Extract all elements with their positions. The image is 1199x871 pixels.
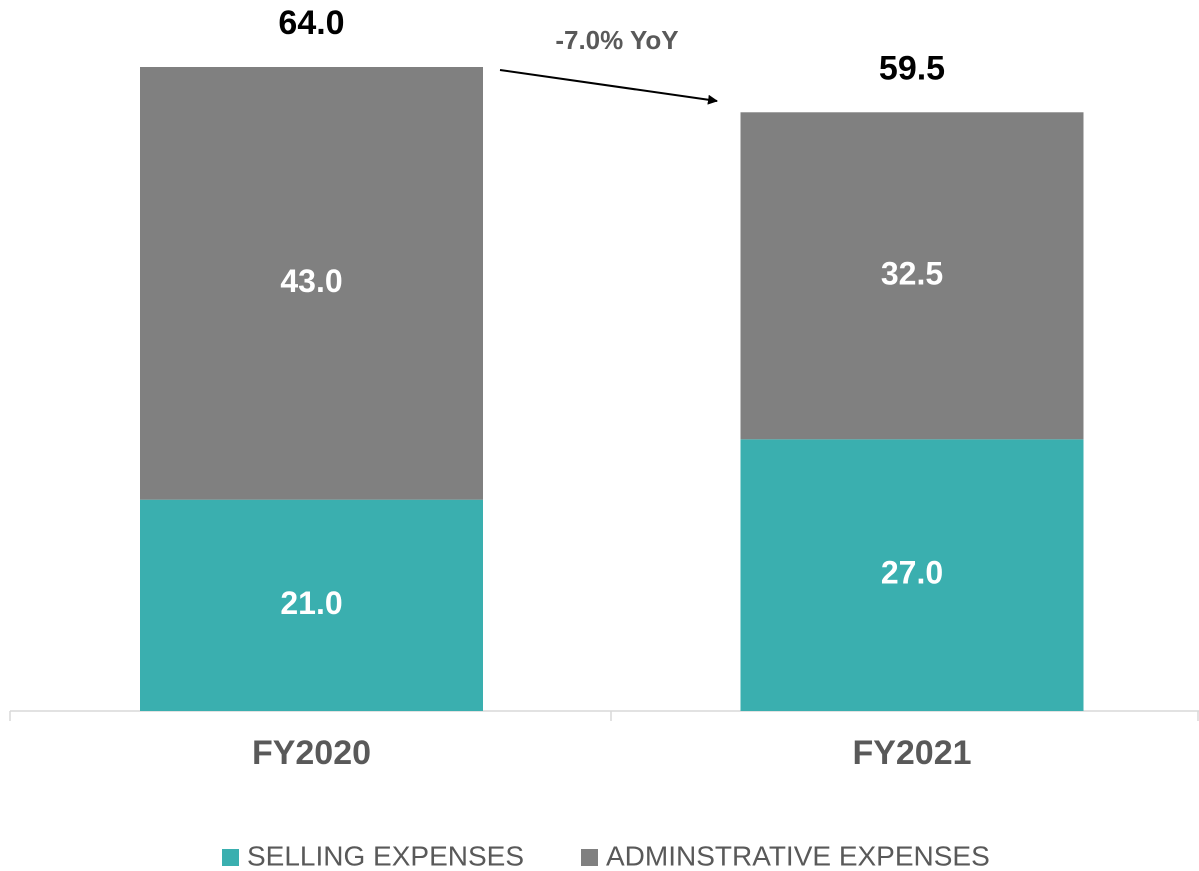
legend-label: ADMINSTRATIVE EXPENSES xyxy=(606,840,990,871)
total-label: 64.0 xyxy=(278,4,344,42)
legend-swatch xyxy=(222,849,239,866)
data-label: 32.5 xyxy=(881,255,943,291)
x-tick-label: FY2021 xyxy=(852,734,971,772)
legend-label: SELLING EXPENSES xyxy=(247,840,524,871)
data-label: 43.0 xyxy=(280,263,342,299)
annotation: -7.0% YoY xyxy=(555,25,678,55)
legend-swatch xyxy=(581,849,598,866)
bar-segment xyxy=(740,439,1084,711)
bar-segment xyxy=(140,67,483,500)
yoy-arrow xyxy=(499,69,718,105)
x-tick-label: FY2020 xyxy=(252,734,371,772)
data-label: 27.0 xyxy=(881,555,943,591)
bar-segment xyxy=(140,499,483,711)
bar-segment xyxy=(740,112,1084,440)
total-label: 59.5 xyxy=(879,49,945,87)
data-label: 21.0 xyxy=(280,585,342,621)
